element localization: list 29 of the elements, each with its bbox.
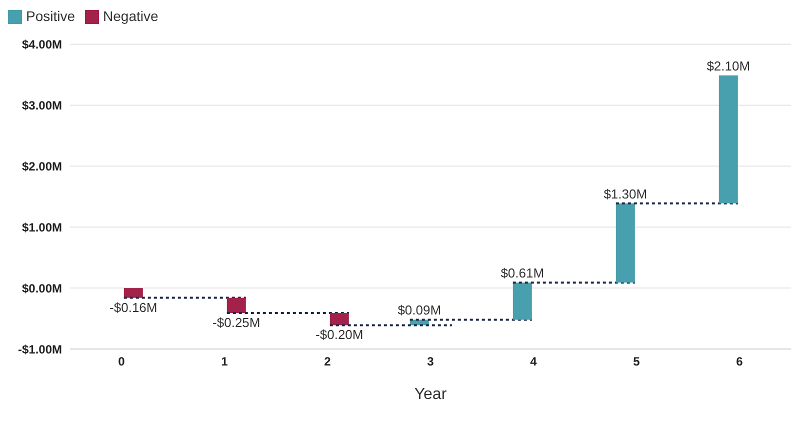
x-tick-label: 5 (633, 354, 640, 369)
x-axis-title: Year (414, 386, 448, 403)
data-label: $1.30M (604, 186, 648, 202)
x-tick-label: 3 (427, 354, 434, 369)
bar (512, 282, 532, 320)
bar (226, 298, 246, 314)
data-label: -$0.25M (212, 315, 260, 330)
data-label: -$0.16M (110, 300, 158, 315)
bar (616, 203, 635, 283)
legend-label: Negative (103, 8, 158, 24)
bar (330, 313, 349, 326)
data-label: -$0.20M (316, 327, 364, 342)
y-tick-label: $4.00M (22, 38, 62, 52)
bar (124, 288, 143, 298)
y-tick-label: $1.00M (22, 220, 62, 234)
y-tick-label: $3.00M (22, 98, 62, 112)
x-tick-label: 2 (324, 354, 332, 369)
legend-label: Positive (26, 8, 76, 24)
x-tick-label: 4 (530, 354, 538, 369)
y-tick-label: $0.00M (22, 281, 62, 296)
x-tick-label: 0 (118, 354, 126, 369)
data-label: $0.09M (398, 302, 442, 318)
y-tick-label: -$1.00M (18, 342, 62, 356)
data-label: $0.61M (500, 266, 544, 281)
x-tick-label: 6 (736, 354, 744, 369)
x-tick-label: 1 (221, 354, 228, 369)
y-tick-label: $2.00M (22, 159, 62, 174)
data-label: $2.10M (706, 58, 750, 74)
bar (718, 75, 738, 204)
